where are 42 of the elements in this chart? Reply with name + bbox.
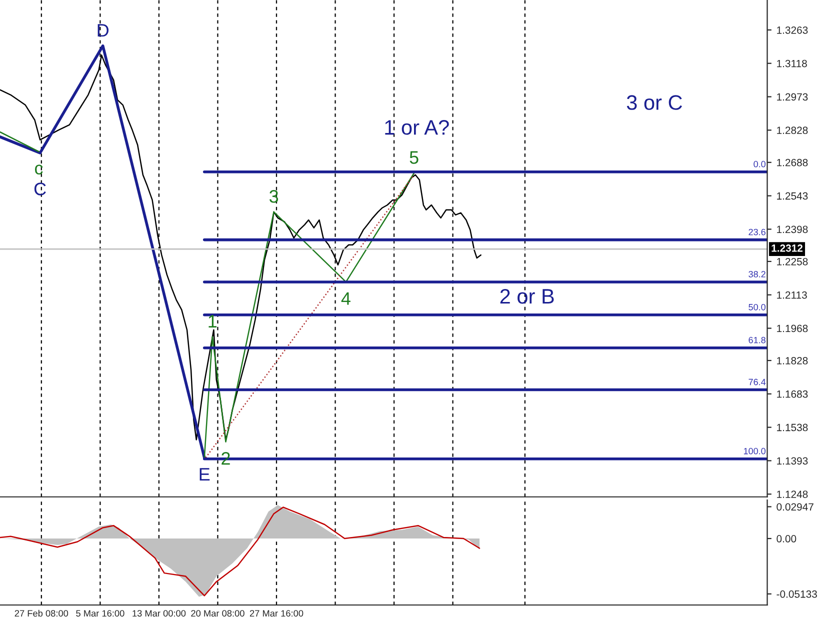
y-tick-label: 1.2543	[777, 192, 808, 200]
y-tick-label: 1.1393	[777, 457, 808, 465]
annotation: 3 or C	[626, 95, 682, 110]
y-tick-label: 1.1538	[777, 424, 808, 432]
annotation: 38.2	[748, 271, 766, 278]
y-tick-label: 1.1248	[777, 490, 808, 498]
y-tick-label: 1.2258	[777, 258, 808, 266]
y-tick-label: 1.1828	[777, 357, 808, 364]
y-tick-label: 1.3263	[777, 26, 808, 34]
annotation: C	[34, 182, 46, 196]
y-tick-label: 0.00	[776, 535, 796, 542]
x-tick-label: 13 Mar 00:00	[132, 610, 186, 617]
annotation: 4	[341, 292, 350, 305]
annotation: 1	[208, 315, 217, 328]
y-tick-label: 1.2398	[777, 226, 808, 234]
x-tick-label: 27 Mar 16:00	[250, 610, 304, 617]
annotation: 23.6	[748, 228, 766, 236]
annotation: 100.0	[744, 448, 766, 454]
annotation: 2 or B	[500, 288, 554, 304]
annotation: E	[200, 468, 210, 481]
annotation: 5	[410, 151, 418, 164]
annotation: D	[98, 24, 109, 37]
y-tick-label: 1.1968	[777, 324, 808, 332]
x-tick-label: 27 Feb 08:00	[14, 610, 68, 617]
annotation: 61.8	[748, 336, 766, 344]
annotation: 0.0	[754, 160, 766, 168]
y-tick-label: 1.1683	[777, 390, 808, 398]
annotation: 3	[269, 190, 278, 203]
y-tick-label: 1.2113	[777, 291, 807, 299]
annotation: 76.4	[748, 378, 766, 386]
annotation: c	[34, 164, 43, 175]
annotation: 50.0	[748, 304, 766, 310]
annotation: 1 or A?	[385, 120, 449, 135]
y-tick-label: -0.05133	[776, 590, 817, 598]
y-tick-label: 0.02947	[776, 503, 814, 511]
y-tick-label: 1.2828	[777, 126, 808, 134]
x-tick-label: 20 Mar 08:00	[191, 610, 244, 617]
y-tick-label: 1.2973	[777, 93, 808, 101]
y-tick-label: 1.2688	[777, 158, 808, 166]
y-tick-label: 1.3118	[777, 60, 807, 68]
x-tick-label: 5 Mar 16:00	[76, 610, 124, 617]
ref-line-label: 1.2312	[772, 244, 803, 252]
